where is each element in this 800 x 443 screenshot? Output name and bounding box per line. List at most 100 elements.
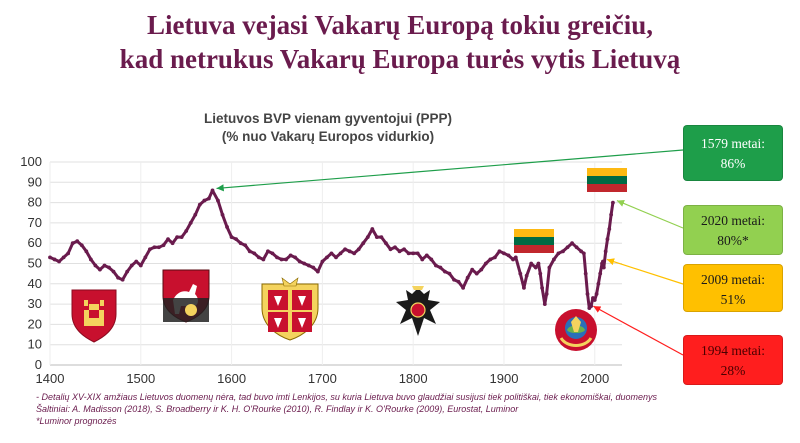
- data-point: [561, 249, 565, 254]
- callout-2009-title: 2009 metai:: [700, 272, 766, 287]
- callout-2020-title: 2020 metai:: [700, 213, 766, 228]
- data-point: [544, 292, 549, 296]
- x-tick-label: 1600: [217, 371, 246, 386]
- data-point: [397, 249, 402, 254]
- soviet-emblem-icon: [555, 309, 597, 351]
- data-point: [601, 265, 606, 270]
- data-point: [552, 257, 556, 262]
- data-point: [547, 265, 552, 270]
- data-point: [538, 271, 543, 276]
- data-point: [315, 269, 320, 274]
- data-point: [415, 251, 420, 256]
- russian-imperial-eagle-icon: [396, 286, 440, 336]
- data-point: [334, 255, 338, 260]
- arrow-2020: [616, 200, 684, 229]
- callout-1994: 1994 metai: 28%: [683, 335, 783, 385]
- grid: [49, 161, 622, 366]
- data-point: [107, 265, 111, 270]
- data-point: [365, 235, 370, 240]
- data-point: [188, 221, 193, 225]
- data-point: [542, 302, 547, 306]
- data-point: [343, 247, 347, 252]
- data-point: [70, 241, 75, 246]
- data-point: [179, 235, 184, 240]
- data-point: [147, 247, 152, 252]
- data-point: [601, 259, 605, 264]
- data-point: [393, 245, 397, 250]
- data-point: [585, 292, 590, 296]
- data-point: [497, 249, 502, 254]
- vytis-coat-of-arms-icon: [162, 269, 210, 323]
- data-point: [488, 257, 493, 262]
- data-point: [48, 255, 52, 260]
- data-point: [511, 257, 515, 262]
- data-point: [583, 271, 588, 276]
- data-point: [447, 271, 452, 276]
- data-point: [402, 247, 406, 252]
- data-point: [609, 212, 614, 217]
- data-point: [161, 243, 166, 248]
- data-point: [470, 267, 475, 272]
- y-tick-label: 60: [28, 235, 42, 250]
- series: [48, 188, 615, 311]
- data-point: [379, 235, 384, 240]
- chart-title: Lietuvos BVP vienam gyventojui (PPP): [203, 111, 453, 126]
- callout-1994-value: 28%: [720, 363, 746, 378]
- data-point: [565, 245, 570, 250]
- axis-labels: 0 10 20 30 40 50 60 70 80 90 100 1400 1500 1600 1700 18…: [20, 154, 609, 386]
- data-point: [540, 285, 545, 290]
- arrow-1994: [593, 305, 684, 356]
- data-point: [452, 277, 456, 282]
- y-tick-label: 0: [35, 357, 42, 372]
- data-point: [193, 212, 198, 217]
- data-point: [574, 245, 579, 250]
- y-tick-label: 50: [28, 256, 42, 271]
- headline-line-1: Lietuva vejasi Vakarų Europą tokiu greič…: [146, 10, 654, 40]
- x-tick-label: 1400: [36, 371, 65, 386]
- data-point: [598, 271, 603, 276]
- data-point: [479, 267, 484, 272]
- data-point: [52, 257, 57, 262]
- callout-1994-title: 1994 metai:: [700, 343, 766, 358]
- data-point: [256, 255, 261, 260]
- columns-of-gediminas-coat-of-arms-icon: [71, 289, 117, 343]
- data-point: [581, 251, 586, 256]
- data-point: [57, 259, 61, 264]
- x-tick-label: 1800: [399, 371, 428, 386]
- callout-1579-value: 86%: [720, 156, 746, 171]
- data-point: [443, 269, 447, 274]
- data-point: [66, 251, 71, 256]
- data-point: [406, 251, 411, 256]
- data-point: [134, 259, 139, 264]
- data-point: [306, 263, 311, 268]
- footnote-line-2: Šaltiniai: A. Madisson (2018), S. Broadb…: [36, 404, 519, 414]
- x-tick-label: 1700: [308, 371, 337, 386]
- data-point: [596, 281, 601, 286]
- callout-2009-value: 51%: [720, 292, 746, 307]
- lithuanian-flag-icon: [587, 168, 627, 192]
- data-point: [225, 225, 229, 229]
- data-point: [270, 251, 275, 256]
- footnote-line-3: *Luminor prognozės: [36, 416, 117, 426]
- data-point: [210, 188, 215, 193]
- data-point: [589, 304, 594, 309]
- data-point: [424, 253, 429, 258]
- data-point: [261, 257, 266, 262]
- commonwealth-coat-of-arms-icon: [261, 277, 319, 341]
- data-point: [320, 259, 325, 264]
- arrow-1579: [216, 149, 684, 192]
- data-point: [325, 255, 329, 260]
- footnote-line-1: - Detalių XV-XIX amžiaus Lietuvos duomen…: [36, 392, 657, 402]
- data-point: [266, 249, 270, 254]
- footnote: - Detalių XV-XIX amžiaus Lietuvos duomen…: [36, 391, 776, 427]
- callout-1579: 1579 metai: 86%: [683, 125, 783, 181]
- data-point: [184, 229, 189, 233]
- data-point: [98, 267, 102, 272]
- x-tick-label: 1500: [126, 371, 155, 386]
- data-point: [529, 261, 534, 266]
- y-tick-label: 40: [28, 276, 42, 291]
- y-tick-label: 100: [20, 154, 42, 169]
- data-point: [429, 257, 434, 262]
- data-point: [129, 263, 134, 268]
